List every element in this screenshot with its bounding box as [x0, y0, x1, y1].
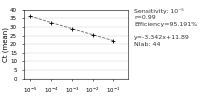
- Text: Sensitivity: 10⁻⁵
r=0.99
Efficiency=95.191%

y=-3.342x+11.89
Nlab: 44: Sensitivity: 10⁻⁵ r=0.99 Efficiency=95.1…: [134, 8, 197, 47]
- Y-axis label: Ct (mean): Ct (mean): [2, 27, 9, 62]
